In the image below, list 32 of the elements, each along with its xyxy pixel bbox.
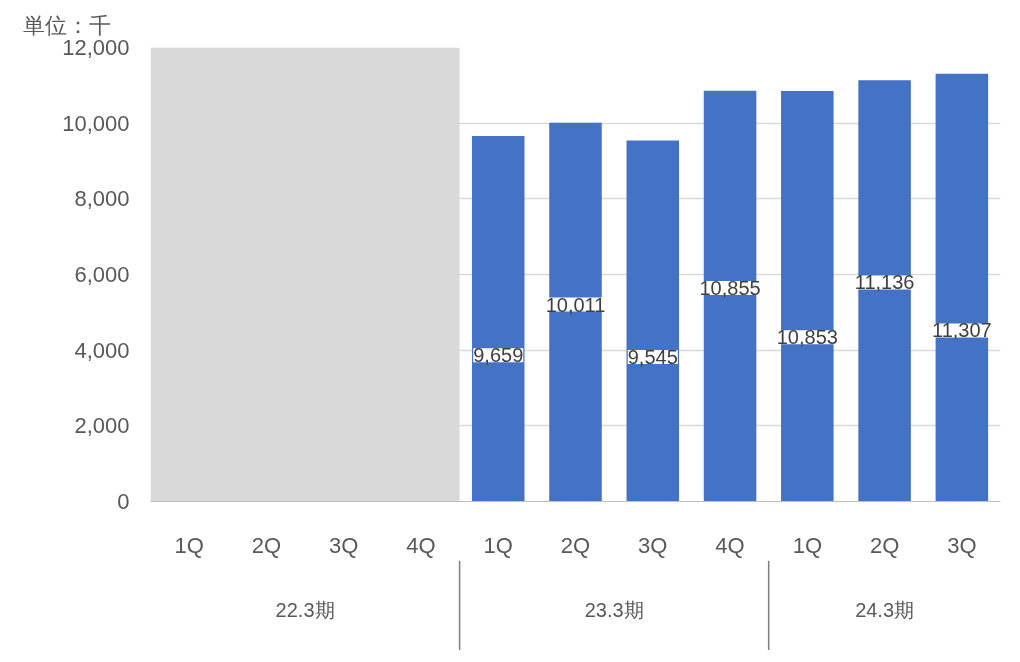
x-tick-label: 1Q	[483, 532, 513, 558]
data-label: 9,545	[627, 346, 678, 369]
y-tick-label: 12,000	[62, 35, 130, 60]
bar	[935, 73, 989, 502]
x-tick-label: 3Q	[329, 532, 359, 558]
y-tick-label: 8,000	[74, 186, 130, 212]
text: 24.3期	[855, 599, 915, 621]
y-tick-label: 2,000	[74, 413, 130, 439]
x-tick-label: 1Q	[174, 532, 204, 558]
bar	[626, 140, 680, 502]
text: 22.3期	[275, 599, 335, 621]
data-label: 11,307	[932, 319, 992, 342]
x-tick-label: 2Q	[869, 532, 900, 558]
x-tick-label: 3Q	[638, 532, 668, 558]
y-axis-title: 単位：千	[22, 12, 111, 38]
x-tick-label: 4Q	[715, 532, 745, 558]
data-label: 10,011	[545, 293, 606, 316]
y-tick-label: 4,000	[74, 337, 130, 363]
y-tick-label: 0	[117, 489, 130, 514]
text: 23.3期	[584, 599, 644, 621]
x-tick-label: 1Q	[792, 532, 822, 558]
data-label: 10,855	[699, 276, 761, 299]
y-tick-label: 6,000	[74, 262, 130, 287]
x-tick-label: 2Q	[560, 532, 591, 558]
y-tick-label: 10,000	[62, 110, 130, 136]
data-label: 10,853	[776, 326, 838, 349]
x-tick-label: 2Q	[251, 532, 282, 558]
x-tick-label: 3Q	[947, 532, 977, 558]
data-label: 9,659	[473, 344, 524, 367]
x-tick-label: 4Q	[406, 532, 436, 558]
bar	[471, 136, 525, 502]
data-label: 11,136	[854, 271, 915, 294]
